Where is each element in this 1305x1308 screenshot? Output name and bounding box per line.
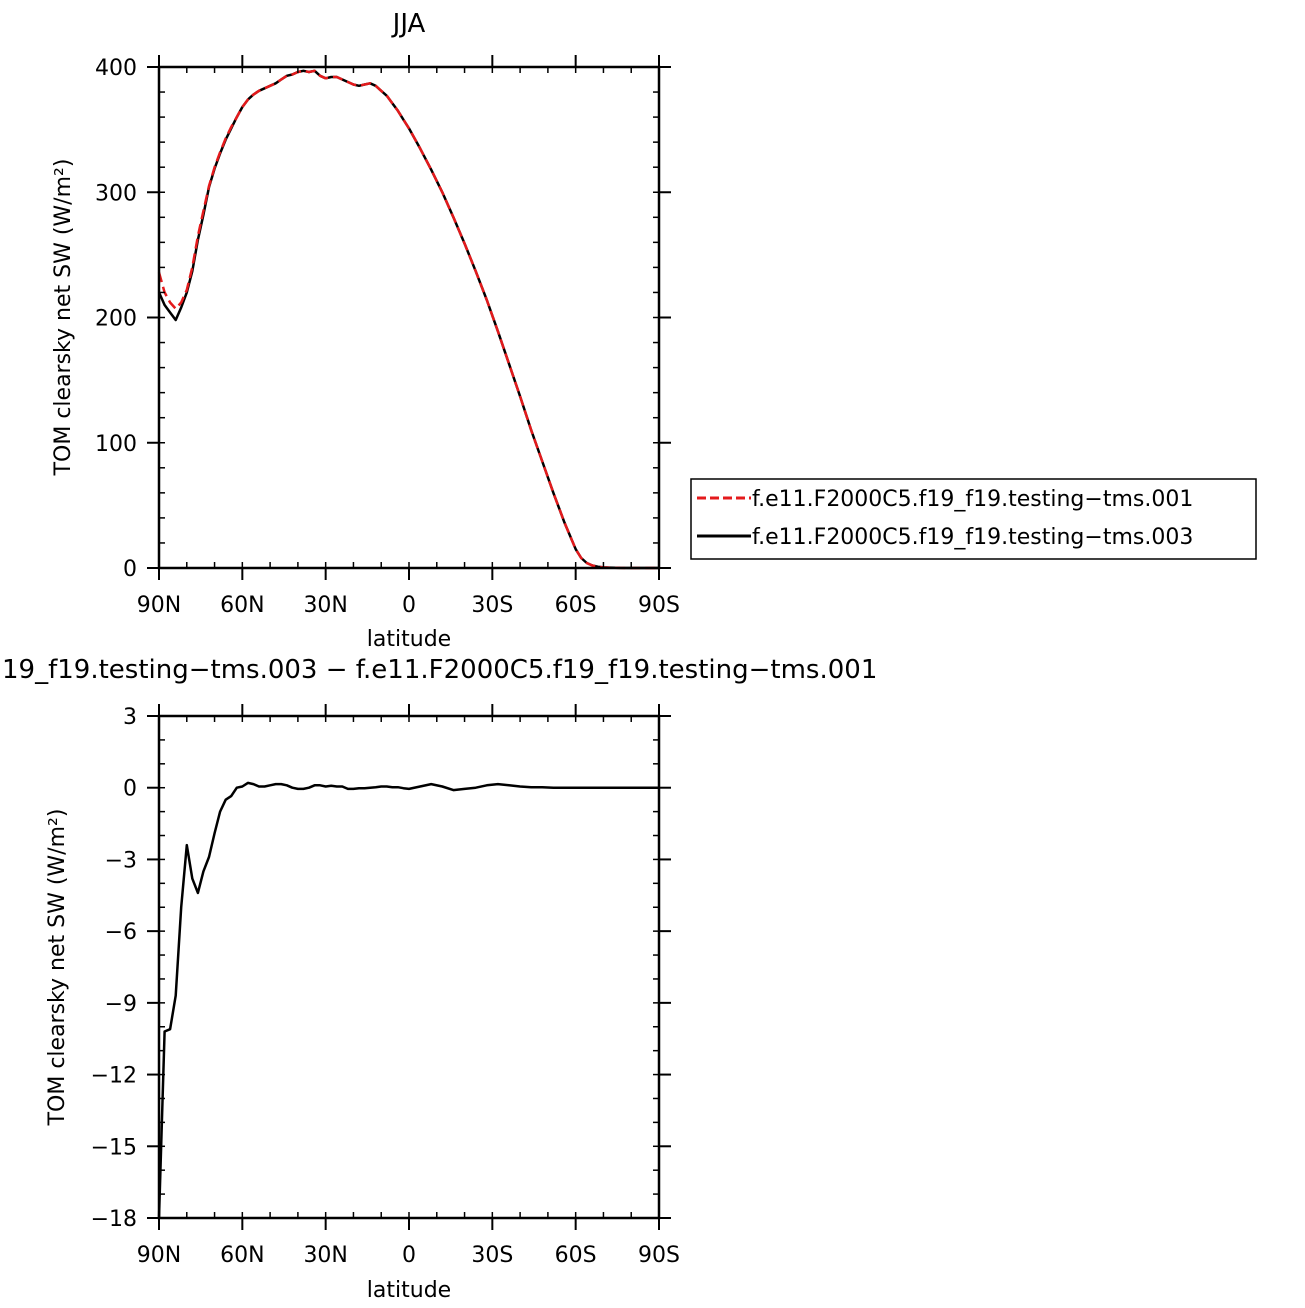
legend-box bbox=[690, 478, 1257, 560]
bottom-plot-x-ticks: 90N 60N 30N 0 30S 60S 90S bbox=[137, 704, 680, 1268]
bottom-plot: 19_f19.testing−tms.003 − f.e11.F2000C5.f… bbox=[2, 655, 877, 1303]
bottom-y-tick-label: −18 bbox=[91, 1207, 137, 1232]
legend-label-series-2: f.e11.F2000C5.f19_f19.testing−tms.003 bbox=[752, 525, 1193, 550]
top-y-tick-label: 0 bbox=[123, 557, 137, 582]
legend: f.e11.F2000C5.f19_f19.testing−tms.001 f.… bbox=[690, 478, 1257, 560]
top-plot-y-axis-title: TOM clearsky net SW (W/m²) bbox=[51, 159, 76, 477]
top-series-line-2 bbox=[157, 69, 659, 570]
top-y-tick-label: 200 bbox=[95, 307, 137, 332]
bottom-x-tick-label: 60N bbox=[220, 1243, 264, 1268]
bottom-y-tick-label: −6 bbox=[105, 920, 137, 945]
bottom-y-tick-label: −15 bbox=[91, 1135, 137, 1160]
bottom-series-line-1 bbox=[157, 781, 659, 1219]
top-x-tick-label: 30N bbox=[303, 593, 347, 618]
bottom-y-tick-label: −9 bbox=[105, 992, 137, 1017]
legend-label-series-1: f.e11.F2000C5.f19_f19.testing−tms.001 bbox=[752, 487, 1193, 512]
top-plot: JJA 0 100 200 300 400 90N 60N 30N 0 30S 60S 90S la… bbox=[51, 9, 680, 652]
top-plot-x-ticks: 90N 60N 30N 0 30S 60S 90S bbox=[137, 55, 680, 618]
bottom-y-tick-label: −12 bbox=[91, 1064, 137, 1089]
top-y-tick-label: 400 bbox=[95, 56, 137, 81]
bottom-x-tick-label: 30S bbox=[471, 1243, 513, 1268]
top-plot-series bbox=[157, 69, 659, 570]
bottom-plot-x-axis-title: latitude bbox=[367, 1278, 451, 1303]
bottom-y-tick-label: 3 bbox=[123, 705, 137, 730]
top-plot-title: JJA bbox=[391, 9, 426, 39]
bottom-plot-series bbox=[157, 781, 659, 1219]
top-x-tick-label: 90S bbox=[638, 593, 680, 618]
top-plot-frame bbox=[157, 65, 661, 570]
top-y-tick-label: 300 bbox=[95, 181, 137, 206]
bottom-plot-y-axis-title: TOM clearsky net SW (W/m²) bbox=[45, 809, 70, 1127]
top-plot-y-ticks: 0 100 200 300 400 bbox=[95, 56, 671, 582]
top-series-line-1 bbox=[157, 69, 659, 570]
bottom-x-tick-label: 30N bbox=[303, 1243, 347, 1268]
bottom-x-tick-label: 0 bbox=[402, 1243, 416, 1268]
bottom-plot-y-ticks: 3 0 −3 −6 −9 −12 −15 −18 bbox=[91, 705, 671, 1232]
top-y-tick-label: 100 bbox=[95, 432, 137, 457]
bottom-x-tick-label: 90S bbox=[638, 1243, 680, 1268]
top-x-tick-label: 60S bbox=[555, 593, 597, 618]
top-x-tick-label: 0 bbox=[402, 593, 416, 618]
top-x-tick-label: 60N bbox=[220, 593, 264, 618]
bottom-x-tick-label: 60S bbox=[555, 1243, 597, 1268]
bottom-x-tick-label: 90N bbox=[137, 1243, 181, 1268]
top-x-tick-label: 30S bbox=[471, 593, 513, 618]
bottom-y-tick-label: 0 bbox=[123, 777, 137, 802]
top-x-tick-label: 90N bbox=[137, 593, 181, 618]
top-plot-x-axis-title: latitude bbox=[367, 627, 451, 652]
bottom-y-tick-label: −3 bbox=[105, 848, 137, 873]
bottom-plot-title: 19_f19.testing−tms.003 − f.e11.F2000C5.f… bbox=[2, 655, 877, 685]
